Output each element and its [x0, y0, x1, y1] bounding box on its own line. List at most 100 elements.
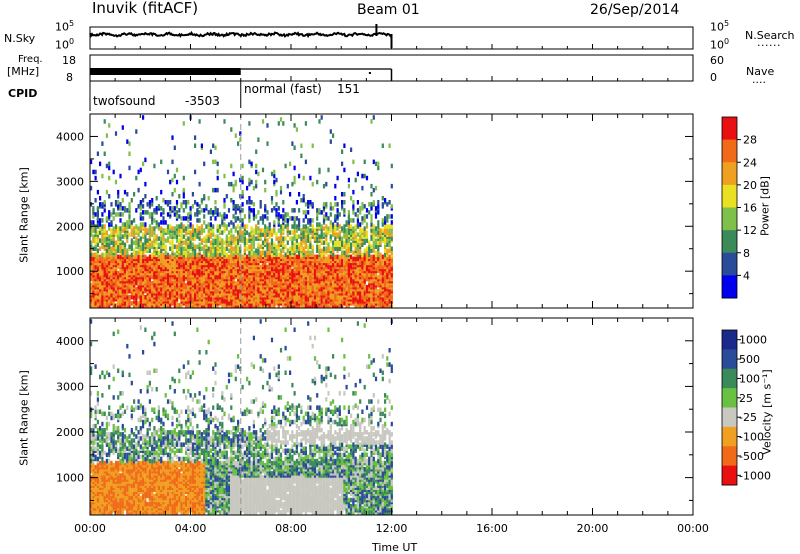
data-cell	[130, 238, 133, 243]
data-cell	[266, 264, 269, 270]
data-cell	[370, 183, 373, 189]
data-cell	[173, 212, 176, 217]
data-cell	[101, 252, 104, 258]
data-cell	[94, 413, 97, 419]
data-cell	[248, 200, 251, 205]
data-cell	[384, 282, 387, 288]
data-cell	[99, 254, 102, 260]
data-cell	[130, 295, 133, 300]
data-cell	[359, 222, 362, 227]
data-cell	[126, 234, 129, 239]
data-cell	[232, 183, 235, 189]
data-cell	[151, 220, 154, 225]
data-cell	[327, 216, 330, 221]
data-cell	[248, 177, 251, 183]
data-cell	[325, 212, 328, 217]
data-cell	[133, 230, 136, 235]
data-cell	[381, 228, 384, 233]
data-cell	[384, 236, 387, 241]
data-cell	[164, 244, 167, 249]
data-cell	[341, 262, 344, 268]
data-cell	[130, 224, 133, 229]
data-cell	[336, 202, 339, 207]
data-cell	[194, 236, 197, 241]
data-cell	[356, 260, 359, 266]
data-cell	[175, 204, 179, 209]
data-cell	[203, 289, 206, 294]
data-cell	[241, 230, 244, 235]
data-cell	[352, 242, 355, 247]
data-cell	[225, 242, 228, 247]
data-cell	[363, 291, 366, 296]
data-cell	[361, 202, 364, 207]
data-cell	[191, 232, 194, 237]
data-cell	[103, 119, 106, 124]
data-cell	[379, 240, 382, 245]
data-cell	[221, 289, 224, 294]
data-cell	[354, 224, 357, 229]
data-cell	[237, 141, 240, 146]
data-cell	[307, 260, 310, 266]
data-cell	[216, 242, 219, 247]
data-cell	[227, 222, 231, 227]
data-cell	[295, 200, 298, 205]
data-cell	[185, 303, 188, 308]
data-cell	[194, 244, 197, 249]
data-cell	[232, 187, 235, 193]
data-cell	[322, 218, 326, 223]
data-cell	[216, 187, 219, 193]
data-cell	[117, 230, 120, 235]
data-cell	[200, 208, 203, 213]
data-cell	[316, 212, 319, 217]
data-cell	[250, 179, 253, 185]
data-cell	[298, 254, 301, 260]
data-cell	[223, 303, 226, 308]
data-cell	[257, 210, 260, 215]
data-cell	[221, 214, 224, 219]
data-cell	[361, 268, 364, 274]
data-cell	[232, 301, 235, 306]
data-cell	[248, 244, 251, 249]
data-cell	[379, 228, 382, 233]
data-cell	[343, 244, 346, 249]
data-cell	[173, 226, 176, 231]
data-cell	[325, 228, 328, 233]
data-cell	[237, 240, 240, 245]
data-cell	[257, 234, 260, 239]
data-cell	[232, 238, 235, 243]
data-cell	[359, 242, 362, 247]
data-cell	[99, 218, 102, 223]
data-cell	[368, 210, 371, 215]
data-cell	[248, 196, 251, 201]
data-cell	[139, 200, 142, 205]
data-cell	[307, 218, 310, 223]
data-cell	[133, 240, 136, 245]
data-cell	[255, 149, 258, 154]
data-cell	[144, 238, 147, 243]
data-cell	[119, 260, 122, 266]
data-cell	[90, 185, 93, 191]
data-cell	[309, 286, 312, 292]
data-cell	[198, 270, 201, 276]
data-cell	[203, 236, 206, 241]
data-cell	[302, 224, 305, 229]
data-cell	[243, 214, 246, 219]
data-cell	[237, 230, 240, 235]
data-cell	[341, 204, 344, 209]
data-cell	[377, 230, 380, 235]
data-cell	[130, 220, 133, 225]
data-cell	[223, 295, 226, 300]
data-cell	[343, 266, 346, 272]
data-cell	[302, 198, 305, 203]
data-cell	[234, 133, 237, 138]
data-cell	[332, 133, 335, 138]
data-cell	[185, 238, 188, 243]
data-cell	[304, 224, 307, 229]
data-cell	[332, 248, 335, 253]
data-cell	[166, 284, 170, 290]
data-cell	[94, 364, 97, 369]
data-cell	[377, 161, 380, 167]
data-cell	[248, 218, 251, 223]
data-cell	[239, 218, 242, 223]
data-cell	[343, 224, 346, 229]
